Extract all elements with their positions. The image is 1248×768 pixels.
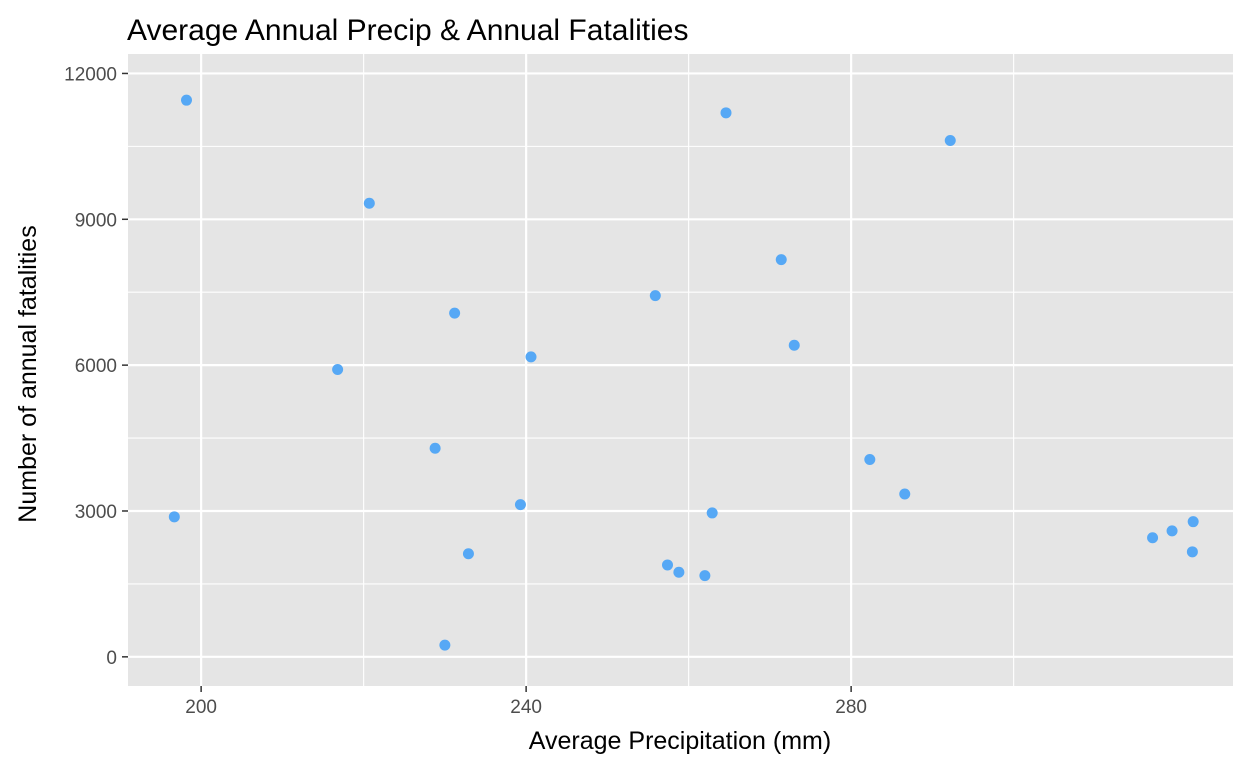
- y-tick-label: 6000: [75, 356, 117, 377]
- data-point: [525, 351, 537, 363]
- y-axis-title: Number of annual fatalities: [14, 225, 42, 522]
- data-point: [649, 290, 661, 302]
- data-point: [168, 511, 180, 523]
- y-tick-label: 9000: [75, 210, 117, 231]
- data-point: [449, 307, 461, 319]
- data-point: [1147, 532, 1159, 544]
- data-point: [429, 442, 441, 454]
- data-point: [1187, 516, 1199, 528]
- data-point: [462, 548, 474, 560]
- y-axis: 0 3000 6000 9000 12000: [64, 64, 128, 669]
- data-points: [168, 94, 1199, 651]
- data-point: [944, 135, 956, 147]
- data-point: [864, 453, 876, 465]
- data-point: [1166, 525, 1178, 537]
- data-point: [332, 364, 344, 376]
- data-point: [720, 107, 732, 119]
- y-tick-label: 3000: [75, 502, 117, 523]
- data-point: [662, 559, 673, 571]
- grid-major: [128, 54, 1233, 686]
- x-axis: 200 240 280: [185, 686, 867, 718]
- chart-title: Average Annual Precip & Annual Fatalitie…: [127, 14, 688, 47]
- data-point: [439, 639, 451, 651]
- y-tick-label: 12000: [64, 64, 117, 85]
- data-point: [1186, 546, 1198, 558]
- data-point: [699, 570, 711, 582]
- plot-panel: [128, 54, 1233, 686]
- data-point: [899, 488, 911, 500]
- x-axis-title: Average Precipitation (mm): [529, 727, 831, 755]
- data-point: [706, 507, 718, 519]
- data-point: [673, 566, 685, 578]
- x-tick-label: 280: [835, 697, 867, 718]
- data-point: [181, 94, 192, 106]
- x-tick-label: 200: [185, 697, 217, 718]
- y-tick-label: 0: [106, 648, 117, 669]
- data-point: [775, 254, 787, 266]
- x-tick-label: 240: [510, 697, 542, 718]
- data-point: [363, 197, 375, 209]
- data-point: [514, 499, 526, 511]
- grid-minor: [128, 54, 1233, 686]
- data-point: [788, 339, 800, 351]
